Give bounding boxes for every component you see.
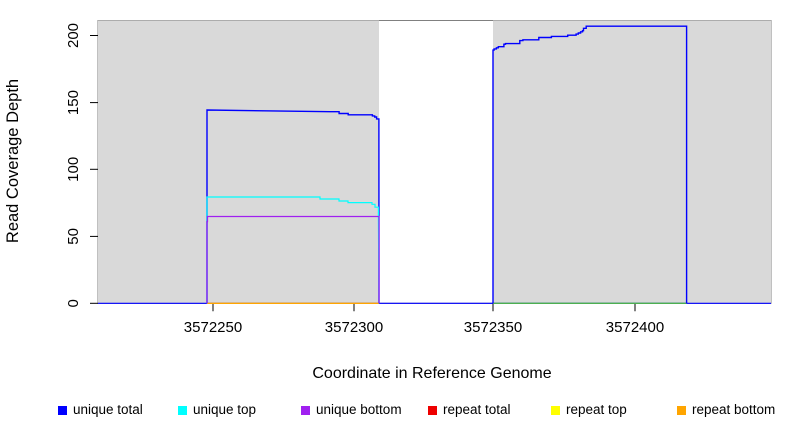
svg-text:50: 50 xyxy=(65,228,82,245)
svg-text:Read Coverage Depth: Read Coverage Depth xyxy=(4,79,22,243)
svg-text:Coordinate in Reference Genome: Coordinate in Reference Genome xyxy=(312,365,551,382)
svg-text:0: 0 xyxy=(65,299,82,307)
svg-text:repeat bottom: repeat bottom xyxy=(692,402,775,417)
svg-text:unique total: unique total xyxy=(73,402,143,417)
svg-text:200: 200 xyxy=(65,23,82,48)
svg-text:3572300: 3572300 xyxy=(325,319,383,336)
svg-text:100: 100 xyxy=(65,157,82,182)
svg-text:150: 150 xyxy=(65,90,82,115)
svg-text:3572350: 3572350 xyxy=(464,319,522,336)
svg-text:repeat total: repeat total xyxy=(443,402,511,417)
svg-text:unique bottom: unique bottom xyxy=(316,402,402,417)
svg-text:unique top: unique top xyxy=(193,402,256,417)
svg-text:3572400: 3572400 xyxy=(606,319,664,336)
svg-text:3572250: 3572250 xyxy=(184,319,242,336)
svg-text:repeat top: repeat top xyxy=(566,402,627,417)
